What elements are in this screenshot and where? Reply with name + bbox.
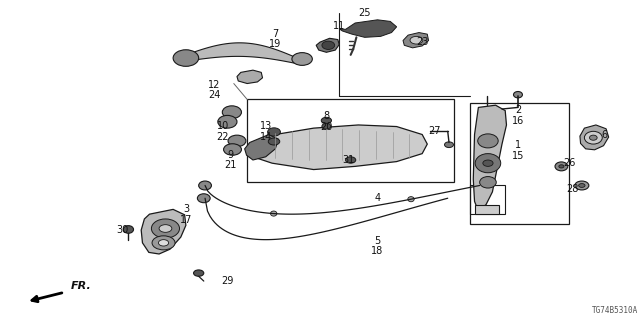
- Text: 9
21: 9 21: [225, 150, 237, 171]
- Text: 25: 25: [358, 8, 371, 19]
- Text: 4: 4: [374, 193, 381, 203]
- Text: 1
15: 1 15: [512, 140, 524, 161]
- Ellipse shape: [477, 134, 498, 148]
- Bar: [470, 103, 569, 224]
- Text: 13
14: 13 14: [260, 121, 272, 142]
- Ellipse shape: [322, 41, 335, 50]
- Ellipse shape: [152, 219, 179, 238]
- Text: 3
17: 3 17: [180, 204, 192, 225]
- Ellipse shape: [410, 36, 423, 44]
- Ellipse shape: [124, 226, 134, 233]
- Text: 28: 28: [566, 184, 579, 194]
- Ellipse shape: [445, 142, 454, 148]
- Ellipse shape: [193, 270, 204, 276]
- Text: 6: 6: [601, 130, 607, 140]
- Bar: [246, 100, 454, 182]
- Ellipse shape: [579, 184, 585, 188]
- Ellipse shape: [555, 162, 568, 171]
- Polygon shape: [316, 38, 339, 52]
- Ellipse shape: [222, 106, 241, 119]
- Polygon shape: [237, 70, 262, 84]
- Ellipse shape: [159, 225, 172, 232]
- Ellipse shape: [223, 144, 241, 155]
- Text: 8
20: 8 20: [320, 111, 333, 132]
- Ellipse shape: [321, 117, 332, 124]
- Text: 10
22: 10 22: [217, 121, 229, 142]
- Polygon shape: [141, 209, 186, 254]
- Ellipse shape: [575, 181, 589, 190]
- Ellipse shape: [408, 196, 414, 202]
- Text: 2
16: 2 16: [512, 105, 524, 126]
- Polygon shape: [339, 20, 397, 37]
- Ellipse shape: [218, 116, 237, 128]
- Polygon shape: [474, 204, 499, 214]
- Ellipse shape: [228, 135, 246, 147]
- Text: 26: 26: [563, 158, 575, 168]
- Polygon shape: [191, 43, 295, 63]
- Polygon shape: [403, 33, 429, 48]
- Text: 12
24: 12 24: [209, 79, 221, 100]
- Ellipse shape: [589, 135, 597, 140]
- Ellipse shape: [197, 194, 210, 203]
- Ellipse shape: [152, 236, 175, 250]
- Polygon shape: [244, 134, 278, 160]
- Text: TG74B5310A: TG74B5310A: [592, 307, 638, 316]
- Text: FR.: FR.: [71, 281, 92, 291]
- Text: 30: 30: [116, 225, 128, 235]
- Text: 5
18: 5 18: [371, 236, 383, 256]
- Ellipse shape: [198, 181, 211, 190]
- Polygon shape: [473, 105, 506, 211]
- Text: 31: 31: [342, 155, 355, 165]
- Ellipse shape: [159, 240, 169, 246]
- Text: 11: 11: [333, 21, 346, 31]
- Ellipse shape: [584, 131, 602, 144]
- Ellipse shape: [173, 50, 198, 66]
- Ellipse shape: [483, 160, 493, 166]
- Polygon shape: [580, 125, 609, 150]
- Ellipse shape: [292, 52, 312, 65]
- Text: 27: 27: [429, 126, 441, 136]
- Ellipse shape: [513, 92, 522, 98]
- Ellipse shape: [271, 211, 277, 216]
- Ellipse shape: [346, 157, 356, 163]
- Ellipse shape: [475, 154, 500, 173]
- Ellipse shape: [322, 123, 331, 129]
- Bar: [470, 186, 505, 214]
- Ellipse shape: [268, 138, 280, 145]
- Text: 29: 29: [221, 276, 234, 286]
- Text: 23: 23: [416, 37, 428, 47]
- Text: 7
19: 7 19: [269, 28, 282, 49]
- Ellipse shape: [559, 165, 564, 168]
- Polygon shape: [250, 125, 428, 170]
- Ellipse shape: [479, 177, 496, 188]
- Ellipse shape: [268, 128, 280, 136]
